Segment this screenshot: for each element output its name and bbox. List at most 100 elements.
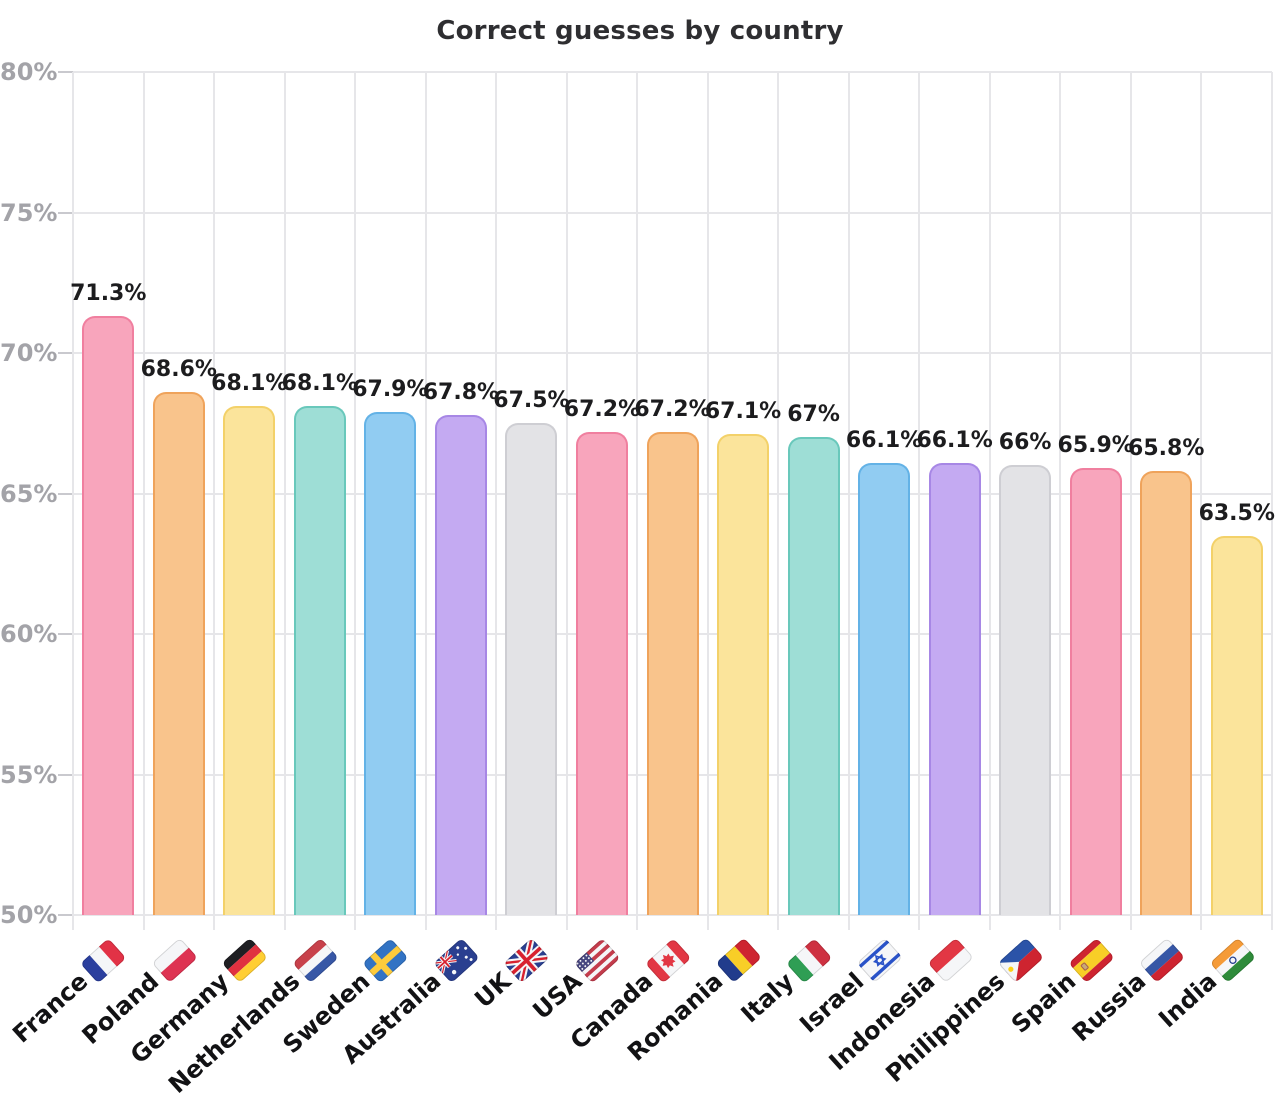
x-tick-label-canada: Canada	[564, 937, 691, 1055]
x-tick-label-germany: Germany	[125, 937, 268, 1069]
value-label: 67.2%	[563, 396, 641, 422]
y-tick-label: 80%	[0, 58, 58, 86]
value-label: 65.8%	[1128, 436, 1205, 462]
y-tick	[58, 492, 73, 495]
bar-sweden	[364, 412, 417, 915]
bar-india	[1210, 535, 1263, 915]
gridline-v	[636, 72, 639, 930]
x-tick-label-spain: Spain	[1006, 937, 1115, 1039]
bar-germany	[223, 406, 276, 915]
gridline-h	[73, 71, 1272, 73]
y-tick-label: 60%	[0, 620, 58, 648]
sweden-flag-icon	[362, 937, 409, 983]
gridline-v	[565, 72, 568, 930]
bar-france	[82, 316, 135, 915]
gridline-v	[777, 72, 780, 930]
gridline-v	[918, 72, 921, 930]
australia-flag-icon	[433, 937, 480, 983]
bar-romania	[717, 434, 770, 915]
bar-spain	[1069, 468, 1122, 915]
gridline-h	[73, 352, 1272, 354]
y-tick	[58, 633, 73, 635]
category-label: UK	[469, 967, 517, 1014]
value-label: 66%	[998, 430, 1052, 456]
y-tick	[58, 773, 73, 776]
gridline-v	[1271, 72, 1273, 930]
netherlands-flag-icon	[291, 937, 339, 983]
x-tick-label-sweden: Sweden	[278, 937, 409, 1059]
gridline-v	[424, 72, 427, 930]
gridline-v	[495, 72, 498, 930]
value-label: 68.6%	[140, 357, 217, 383]
x-tick-label-usa: USA	[527, 937, 621, 1025]
gridline-v	[1059, 72, 1062, 930]
category-label: USA	[527, 967, 588, 1025]
gridline-h	[73, 914, 1272, 916]
value-label: 67.8%	[422, 379, 500, 405]
bar-indonesia	[928, 462, 981, 915]
poland-flag-icon	[150, 937, 198, 983]
bar-philippines	[999, 465, 1052, 915]
gridline-v	[1129, 72, 1132, 930]
x-tick-label-india: India	[1153, 937, 1256, 1033]
italy-flag-icon	[785, 937, 832, 983]
bar-poland	[152, 392, 205, 915]
bar-uk	[505, 423, 558, 915]
category-label: Italy	[735, 967, 799, 1029]
value-label: 66.1%	[845, 427, 923, 453]
value-label: 66.1%	[916, 427, 993, 453]
x-tick-label-russia: Russia	[1067, 937, 1185, 1047]
bar-israel	[858, 462, 911, 915]
value-label: 68.1%	[211, 371, 288, 397]
uk-flag-icon	[503, 937, 550, 983]
bar-italy	[787, 437, 840, 915]
y-tick	[58, 211, 73, 214]
y-tick-label: 50%	[0, 901, 58, 929]
bar-usa	[575, 431, 628, 915]
usa-flag-icon	[574, 937, 621, 983]
x-tick-label-poland: Poland	[76, 937, 198, 1050]
gridline-v	[1200, 72, 1203, 930]
value-label: 67.9%	[352, 377, 429, 402]
russia-flag-icon	[1138, 937, 1185, 983]
value-label: 67.2%	[634, 396, 711, 422]
x-tick-label-philippines: Philippines	[881, 937, 1044, 1088]
x-tick-label-france: France	[8, 937, 127, 1048]
germany-flag-icon	[221, 937, 268, 983]
x-tick-label-indonesia: Indonesia	[823, 937, 974, 1076]
romania-flag-icon	[715, 937, 762, 983]
spain-flag-icon	[1067, 937, 1115, 983]
gridline-v	[72, 72, 74, 930]
y-tick	[58, 71, 73, 73]
gridline-v	[847, 72, 850, 930]
y-tick-label: 70%	[0, 339, 58, 367]
indonesia-flag-icon	[926, 937, 974, 983]
gridline-v	[988, 72, 991, 930]
gridline-v	[283, 72, 286, 930]
value-label: 67.5%	[493, 388, 570, 414]
bar-australia	[434, 414, 487, 915]
value-label: 67%	[787, 402, 840, 428]
bar-netherlands	[293, 406, 346, 915]
chart-title: Correct guesses by country	[436, 16, 844, 46]
gridline-v	[142, 72, 145, 930]
philippines-flag-icon	[997, 937, 1044, 983]
x-tick-label-romania: Romania	[622, 937, 762, 1067]
value-label: 63.5%	[1198, 500, 1275, 526]
gridline-v	[706, 72, 709, 930]
canada-flag-icon	[644, 937, 691, 983]
x-tick-label-israel: Israel	[794, 937, 903, 1039]
france-flag-icon	[80, 937, 127, 983]
israel-flag-icon	[856, 937, 903, 983]
value-label: 71.3%	[70, 281, 147, 307]
bar-canada	[646, 431, 699, 915]
x-tick-label-italy: Italy	[735, 937, 832, 1028]
gridline-v	[354, 72, 357, 930]
x-tick-label-netherlands: Netherlands	[163, 937, 339, 1099]
y-tick	[58, 352, 73, 354]
value-label: 68.1%	[281, 371, 359, 397]
y-tick-label: 75%	[0, 198, 58, 227]
value-label: 67.1%	[704, 399, 782, 425]
value-label: 65.9%	[1057, 433, 1134, 459]
